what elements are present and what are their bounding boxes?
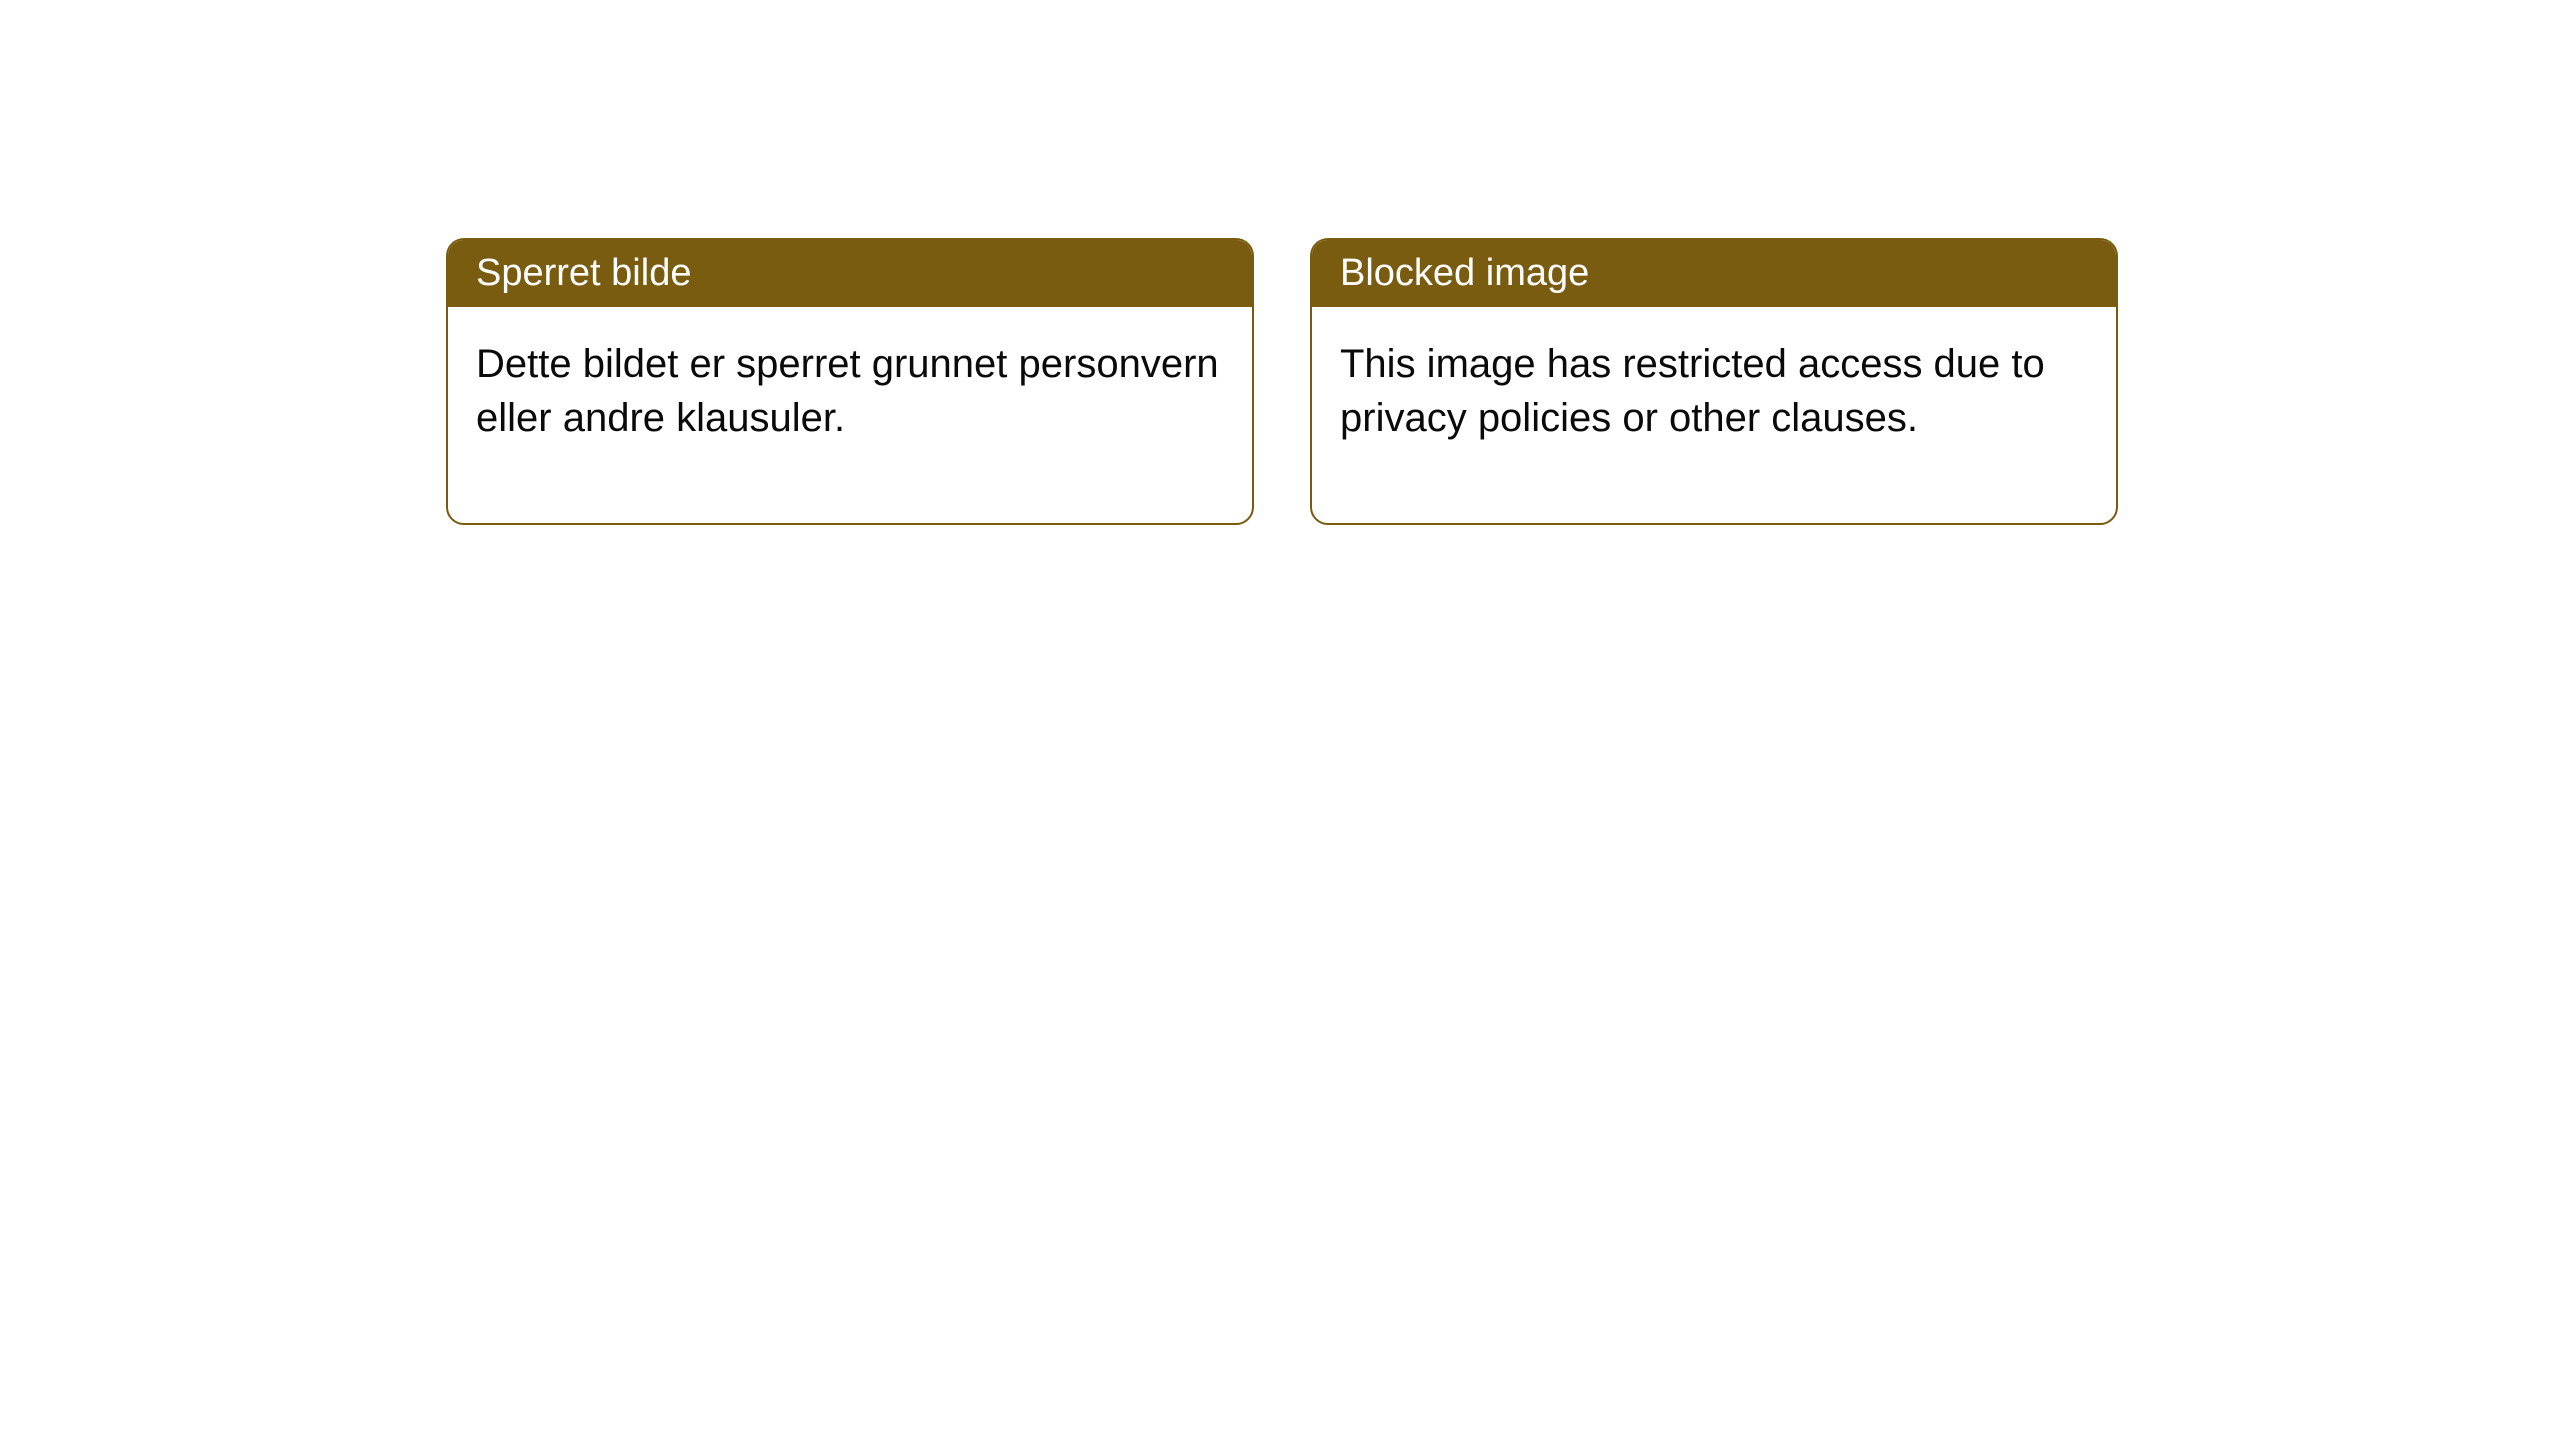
notice-container: Sperret bilde Dette bildet er sperret gr…	[446, 238, 2118, 525]
notice-card-title: Sperret bilde	[448, 240, 1252, 307]
notice-card-body: Dette bildet er sperret grunnet personve…	[448, 307, 1252, 523]
notice-card-english: Blocked image This image has restricted …	[1310, 238, 2118, 525]
notice-card-body: This image has restricted access due to …	[1312, 307, 2116, 523]
notice-card-norwegian: Sperret bilde Dette bildet er sperret gr…	[446, 238, 1254, 525]
notice-card-title: Blocked image	[1312, 240, 2116, 307]
